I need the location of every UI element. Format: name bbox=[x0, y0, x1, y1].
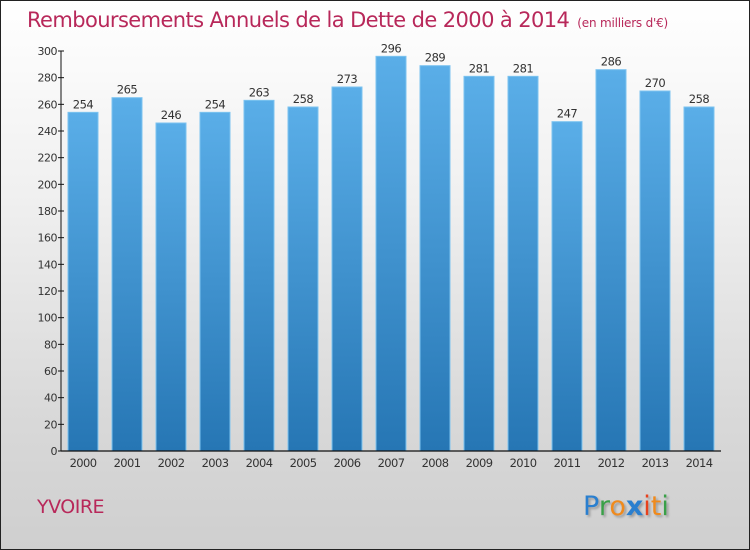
x-tick-label: 2006 bbox=[334, 456, 361, 470]
y-tick-label: 20 bbox=[44, 418, 57, 431]
data-label: 289 bbox=[425, 51, 446, 65]
x-tick-label: 2014 bbox=[686, 456, 713, 470]
data-label: 254 bbox=[73, 97, 94, 111]
x-tick-label: 2010 bbox=[510, 456, 537, 470]
y-tick-label: 240 bbox=[38, 125, 58, 138]
logo-letter: r bbox=[598, 491, 610, 522]
x-tick-label: 2003 bbox=[202, 456, 229, 470]
data-label: 254 bbox=[205, 97, 226, 111]
y-tick-label: 40 bbox=[44, 392, 57, 405]
bar-2005 bbox=[287, 106, 319, 452]
bar-2014 bbox=[683, 106, 715, 452]
y-tick-label: 200 bbox=[38, 178, 58, 191]
y-tick-label: 0 bbox=[51, 445, 58, 458]
y-tick-label: 220 bbox=[38, 152, 58, 165]
x-tick-label: 2008 bbox=[422, 456, 449, 470]
bar-2012 bbox=[595, 69, 627, 452]
bar-2013 bbox=[639, 90, 671, 452]
title-text: Remboursements Annuels de la Dette de 20… bbox=[27, 8, 570, 32]
y-tick-label: 300 bbox=[38, 45, 58, 58]
data-label: 263 bbox=[249, 85, 270, 99]
data-label: 281 bbox=[513, 61, 534, 75]
bars: 254 265 246 254 263 258 273 296 289 281 281 247 286 2… bbox=[67, 41, 715, 452]
city-name: YVOIRE bbox=[37, 496, 105, 518]
bar-2004 bbox=[243, 99, 275, 452]
y-tick-label: 120 bbox=[38, 285, 58, 298]
x-tick-label: 2005 bbox=[290, 456, 317, 470]
logo-letter: i bbox=[661, 491, 669, 522]
logo-letter: o bbox=[609, 491, 626, 522]
x-tick-label: 2000 bbox=[70, 456, 97, 470]
logo-letter: t bbox=[650, 491, 662, 522]
data-label: 296 bbox=[381, 41, 402, 55]
data-label: 246 bbox=[161, 108, 182, 122]
data-label: 265 bbox=[117, 83, 138, 97]
data-label: 281 bbox=[469, 61, 490, 75]
y-axis: 0 20 40 60 80 100 120 140 160 180 200 220 240 260 280 3… bbox=[38, 45, 64, 458]
bar-2000 bbox=[67, 111, 99, 452]
x-tick-label: 2007 bbox=[378, 456, 405, 470]
y-tick-label: 180 bbox=[38, 205, 58, 218]
bar-chart: 0 20 40 60 80 100 120 140 160 180 200 220 240 260 280 3… bbox=[38, 41, 721, 470]
bar-2010 bbox=[507, 75, 539, 452]
data-label: 273 bbox=[337, 72, 358, 86]
y-tick-label: 100 bbox=[38, 312, 58, 325]
x-tick-label: 2002 bbox=[158, 456, 185, 470]
x-tick-label: 2013 bbox=[642, 456, 669, 470]
bar-2007 bbox=[375, 55, 407, 452]
data-label: 258 bbox=[293, 92, 314, 106]
bar-2011 bbox=[551, 121, 583, 452]
x-tick-label: 2001 bbox=[114, 456, 141, 470]
logo-letter: P bbox=[583, 491, 599, 522]
logo-letter: x bbox=[625, 491, 644, 522]
data-label: 286 bbox=[601, 55, 622, 69]
x-tick-label: 2009 bbox=[466, 456, 493, 470]
bar-2002 bbox=[155, 122, 187, 452]
x-tick-label: 2012 bbox=[598, 456, 625, 470]
proxiti-logo: Proxiti bbox=[583, 491, 669, 522]
bar-2003 bbox=[199, 111, 231, 452]
y-tick-label: 80 bbox=[44, 338, 57, 351]
data-label: 270 bbox=[645, 76, 666, 90]
chart-title: Remboursements Annuels de la Dette de 20… bbox=[27, 8, 668, 32]
x-axis: 2000 2001 2002 2003 2004 2005 2006 2007 2008 2009… bbox=[61, 450, 721, 470]
bar-2009 bbox=[463, 75, 495, 452]
data-label: 247 bbox=[557, 107, 578, 121]
bar-2001 bbox=[111, 97, 143, 452]
title-unit: (en milliers d'€) bbox=[577, 16, 669, 30]
x-tick-label: 2004 bbox=[246, 456, 273, 470]
y-tick-label: 140 bbox=[38, 258, 58, 271]
bar-2006 bbox=[331, 86, 363, 452]
y-tick-label: 260 bbox=[38, 98, 58, 111]
data-label: 258 bbox=[689, 92, 710, 106]
bar-2008 bbox=[419, 65, 451, 452]
y-tick-label: 280 bbox=[38, 72, 58, 85]
x-tick-label: 2011 bbox=[554, 456, 581, 470]
y-tick-label: 160 bbox=[38, 232, 58, 245]
y-tick-label: 60 bbox=[44, 365, 57, 378]
logo-letter: i bbox=[643, 491, 651, 522]
